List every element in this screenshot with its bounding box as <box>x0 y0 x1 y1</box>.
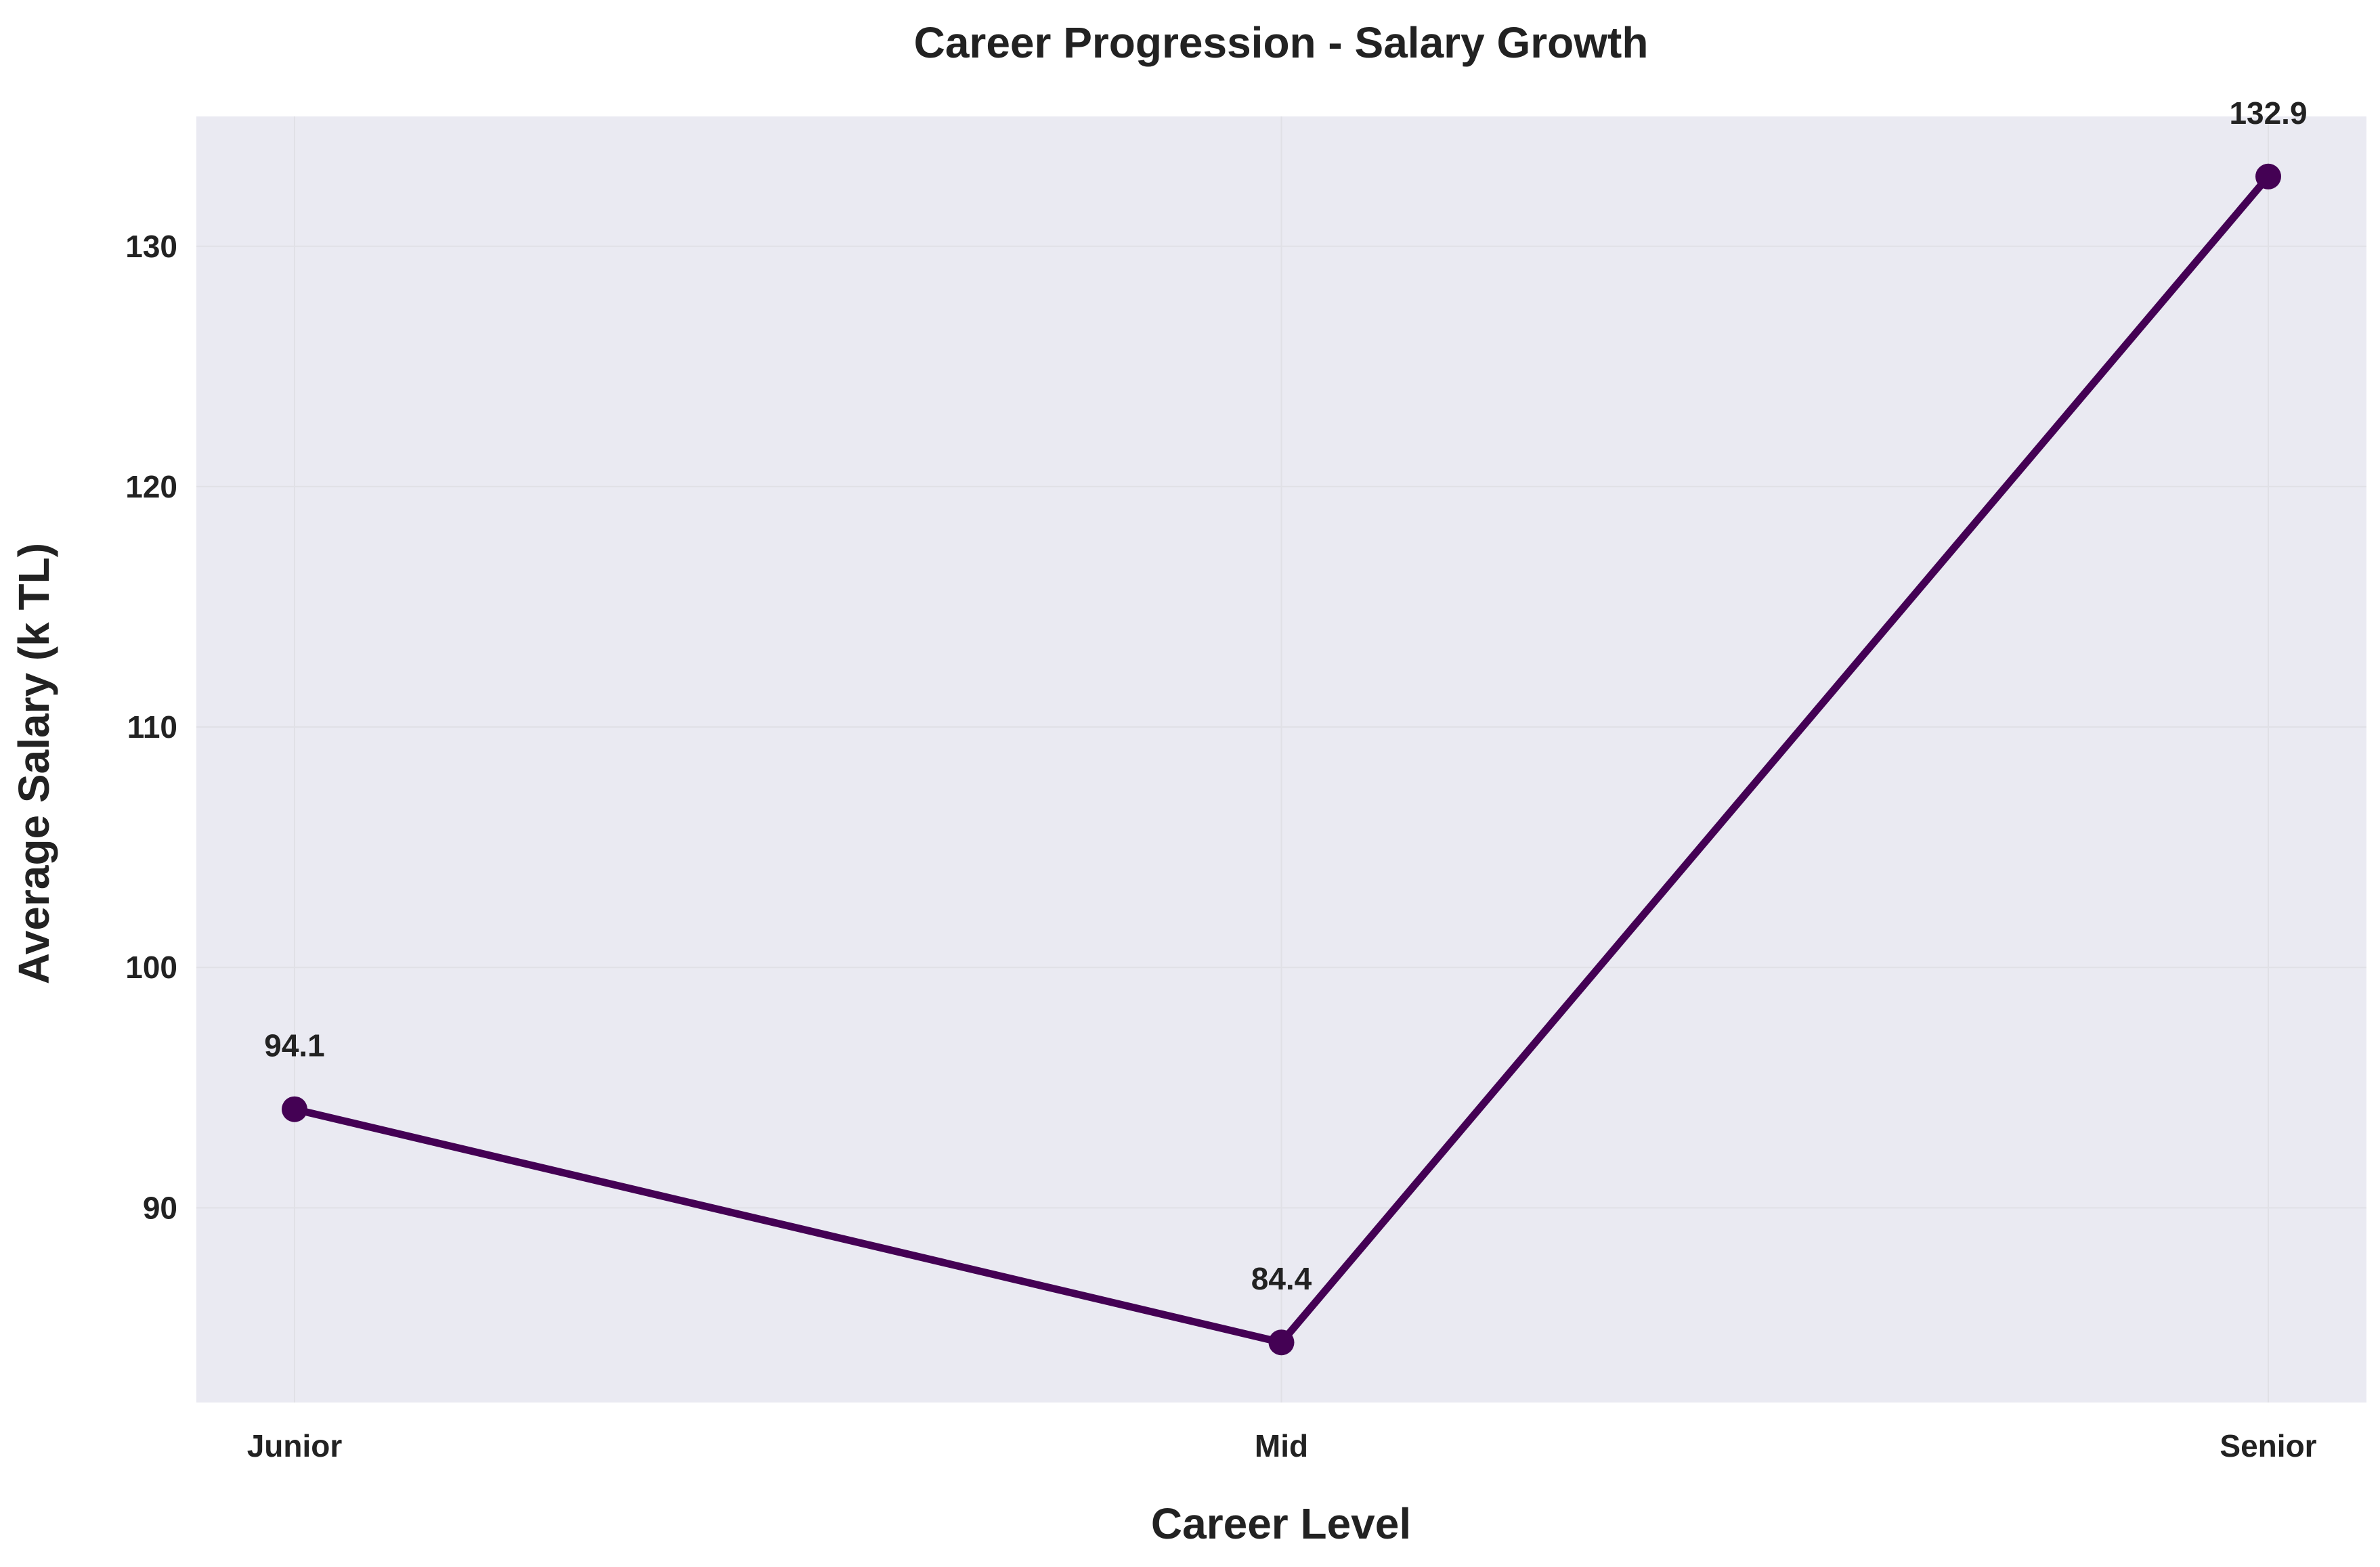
data-point <box>2255 163 2281 190</box>
x-axis-label: Career Level <box>1151 1499 1411 1548</box>
data-points <box>282 163 2281 1356</box>
x-axis: Junior Mid Senior <box>247 1428 2317 1463</box>
data-point <box>1268 1329 1295 1356</box>
y-tick-label: 100 <box>125 950 177 985</box>
data-label: 94.1 <box>264 1028 325 1063</box>
data-label: 132.9 <box>2229 95 2307 131</box>
chart-title: Career Progression - Salary Growth <box>914 18 1649 67</box>
data-point <box>282 1096 307 1122</box>
data-labels: 94.1 84.4 132.9 <box>264 95 2307 1296</box>
grid <box>196 116 2366 1403</box>
y-axis-label: Average Salary (k TL) <box>9 543 58 984</box>
x-tick-label: Senior <box>2220 1428 2316 1463</box>
y-tick-label: 90 <box>143 1190 177 1225</box>
data-label: 84.4 <box>1251 1261 1312 1296</box>
y-tick-label: 130 <box>125 229 177 264</box>
y-tick-label: 120 <box>125 469 177 504</box>
x-tick-label: Mid <box>1255 1428 1308 1463</box>
x-tick-label: Junior <box>247 1428 343 1463</box>
y-tick-label: 110 <box>127 709 177 745</box>
y-axis: 90 100 110 120 130 <box>125 229 177 1226</box>
